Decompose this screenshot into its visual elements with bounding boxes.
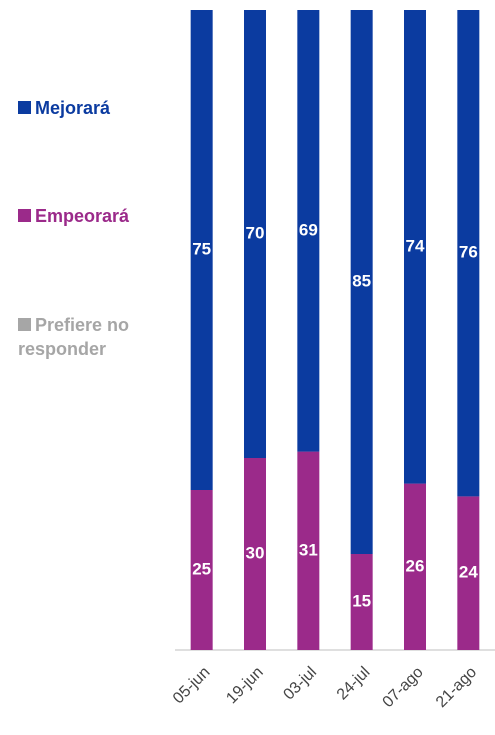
bar-segment (297, 10, 320, 452)
data-label: 85 (352, 271, 371, 290)
x-tick-label: 07-ago (380, 664, 427, 711)
bar-segment (350, 554, 373, 650)
data-label: 75 (192, 239, 211, 258)
x-tick-label: 21-ago (433, 664, 480, 711)
legend-label: Empeorará (35, 206, 130, 226)
legend-swatch (18, 101, 31, 114)
x-tick-label: 03-jul (280, 664, 320, 704)
data-label: 74 (406, 236, 425, 255)
bar-segment (244, 458, 266, 650)
legend-item: Empeorará (18, 204, 168, 228)
legend-label: Prefiere no responder (18, 315, 130, 359)
legend-item: Mejorará (18, 96, 168, 120)
data-label: 31 (299, 540, 318, 559)
bar-segment (244, 10, 266, 458)
data-label: 26 (406, 556, 425, 575)
legend-swatch (18, 209, 31, 222)
legend-label: Mejorará (35, 98, 111, 118)
data-label: 30 (246, 543, 265, 562)
data-label: 76 (459, 243, 478, 262)
data-label: 69 (299, 220, 318, 239)
bar-segment (457, 496, 480, 650)
bar-segment (350, 10, 373, 554)
x-tick-label: 24-jul (334, 664, 374, 704)
bar-segment (190, 10, 213, 490)
bar-segment (457, 10, 480, 497)
bar-segment (297, 451, 320, 650)
data-label: 24 (459, 563, 478, 582)
bar-segment (190, 490, 213, 650)
bar-segment (404, 10, 426, 484)
data-label: 25 (192, 559, 211, 578)
legend-item: Prefiere no responder (18, 313, 148, 361)
data-label: 15 (352, 591, 371, 610)
legend-swatch (18, 318, 31, 331)
bar-segment (404, 483, 426, 650)
data-label: 70 (246, 223, 265, 242)
x-tick-label: 05-jun (170, 664, 213, 707)
x-tick-label: 19-jun (223, 664, 266, 707)
